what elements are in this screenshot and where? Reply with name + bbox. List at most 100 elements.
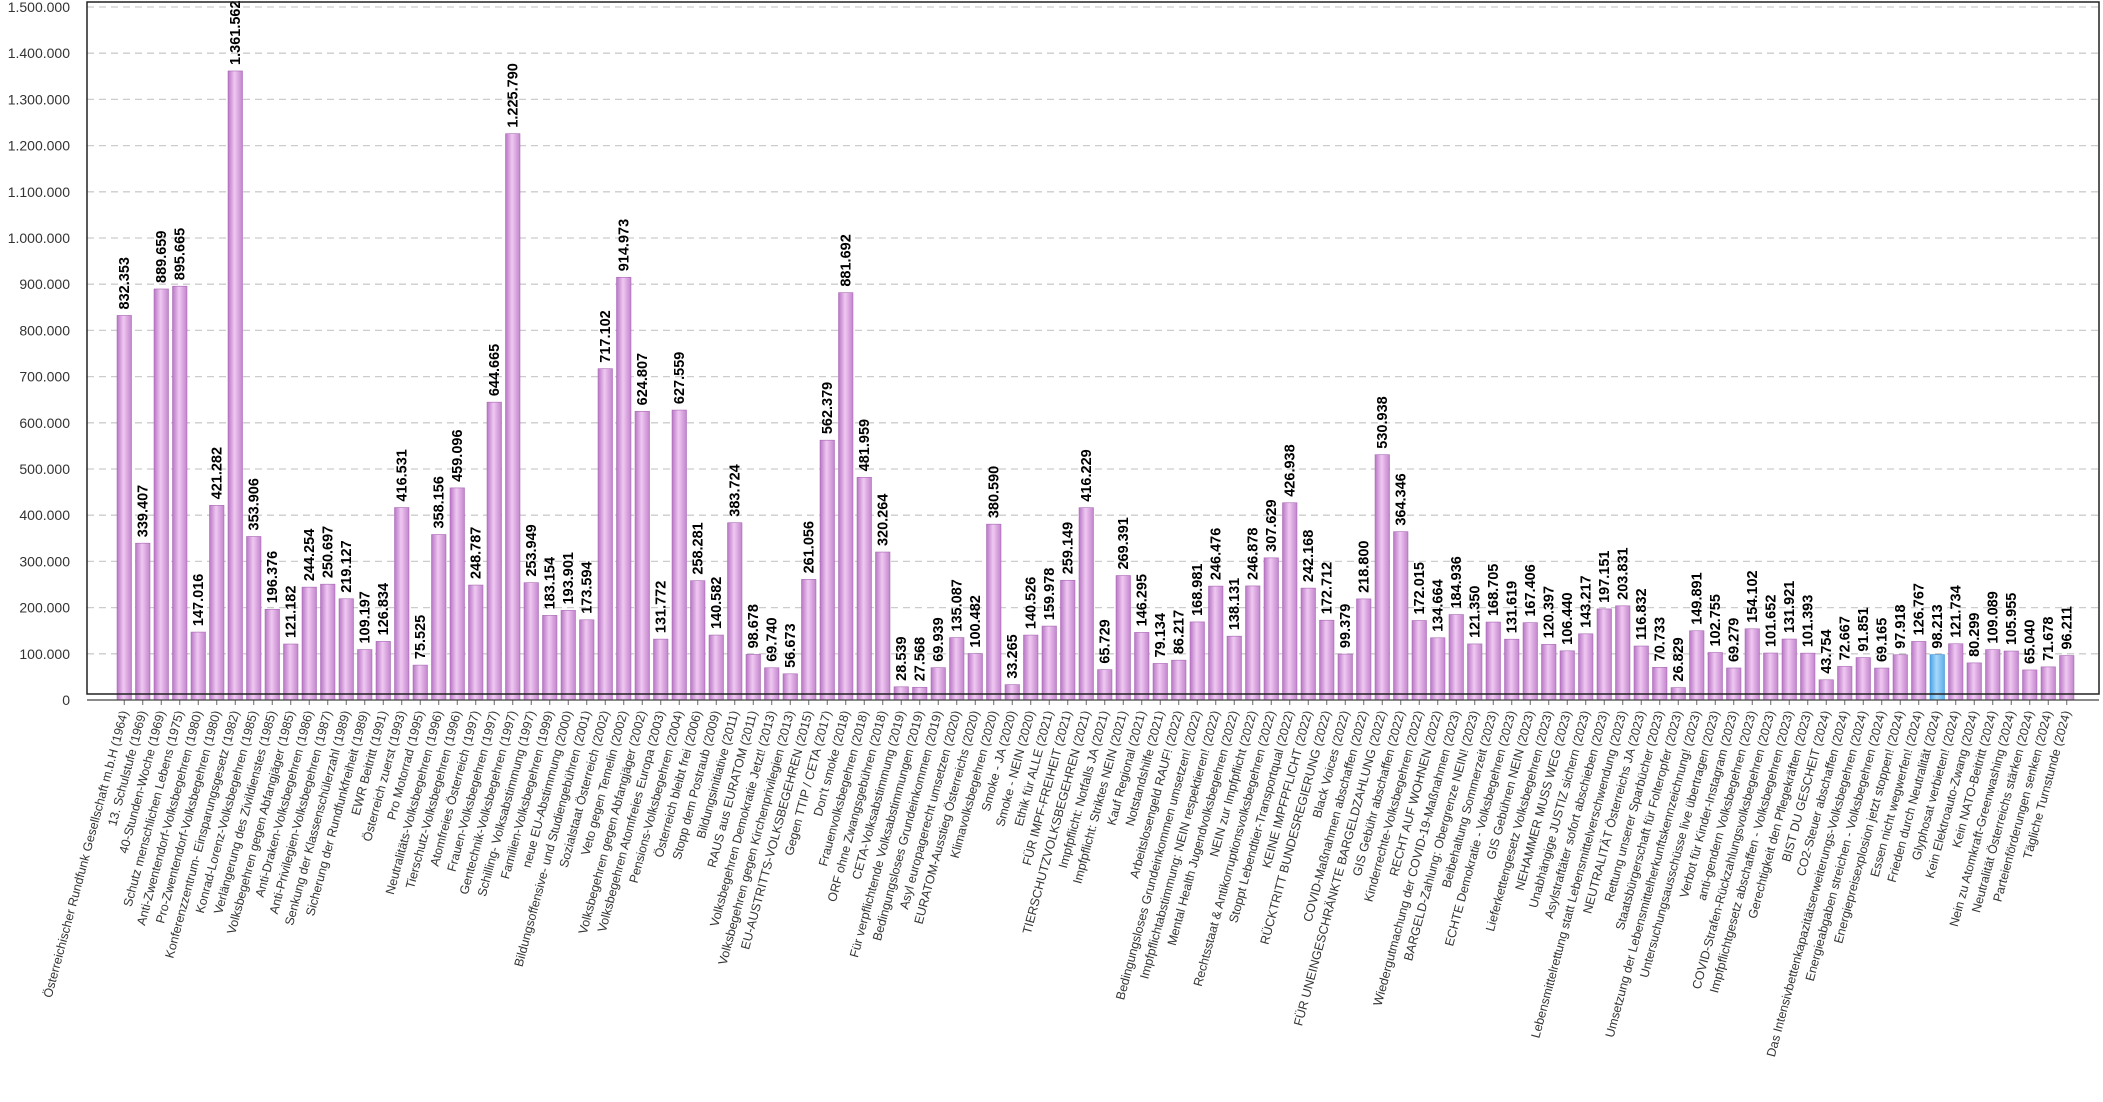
data-label: 624.807 <box>635 353 651 405</box>
data-label: 246.476 <box>1209 528 1225 580</box>
data-label: 121.182 <box>284 586 300 638</box>
bar <box>301 586 317 701</box>
bar <box>708 634 724 701</box>
bar <box>1134 632 1150 701</box>
bar <box>1226 635 1242 701</box>
data-label: 246.878 <box>1246 528 1262 580</box>
y-tick-label: 200.000 <box>19 600 70 616</box>
data-label: 717.102 <box>598 310 614 362</box>
bar <box>1818 679 1834 701</box>
y-tick-label: 1.300.000 <box>8 91 70 107</box>
bar <box>1448 614 1464 701</box>
data-label: 154.102 <box>1745 570 1761 622</box>
bar <box>1892 654 1908 701</box>
bar <box>1522 622 1538 701</box>
bar <box>1652 667 1668 701</box>
bar <box>1282 502 1298 701</box>
data-label: 70.733 <box>1653 617 1669 661</box>
bar <box>1263 557 1279 701</box>
data-label: 97.918 <box>1893 604 1909 648</box>
bar <box>949 637 965 701</box>
bar <box>782 673 798 701</box>
data-label: 253.949 <box>524 524 540 576</box>
data-label: 140.526 <box>1024 577 1040 629</box>
bar <box>1115 575 1131 701</box>
bar <box>1800 652 1816 701</box>
bar <box>2003 650 2019 701</box>
data-label: 914.973 <box>617 219 633 271</box>
bar <box>671 409 687 701</box>
bar <box>1078 507 1094 701</box>
data-label: 426.938 <box>1283 444 1299 496</box>
bar <box>597 368 613 701</box>
data-label: 140.582 <box>709 577 725 629</box>
bar <box>1374 454 1390 701</box>
bar <box>542 615 558 701</box>
bar <box>967 653 983 701</box>
bar <box>616 276 632 701</box>
data-label: 203.831 <box>1616 547 1632 599</box>
bar <box>764 667 780 701</box>
data-label: 106.440 <box>1560 592 1576 644</box>
data-label: 109.197 <box>358 591 374 643</box>
y-tick-label: 0 <box>62 692 70 708</box>
data-label: 116.832 <box>1634 588 1650 640</box>
data-label: 259.149 <box>1061 522 1077 574</box>
data-label: 109.089 <box>1986 591 2002 643</box>
bar <box>209 505 225 701</box>
data-label: 320.264 <box>876 494 892 546</box>
data-label: 28.539 <box>894 636 910 680</box>
bar <box>1189 621 1205 701</box>
data-label: 80.299 <box>1967 613 1983 657</box>
bar <box>1430 637 1446 701</box>
data-label: 69.279 <box>1727 618 1743 662</box>
bar <box>1911 641 1927 701</box>
y-axis: 0 100.000 200.000 300.000 400.000 500.000 600.… <box>8 0 71 708</box>
data-label: 33.265 <box>1005 634 1021 678</box>
y-tick-label: 1.500.000 <box>8 0 70 15</box>
bar <box>1245 585 1261 701</box>
bar <box>1837 666 1853 701</box>
bar <box>394 507 410 701</box>
data-label: 105.955 <box>2004 593 2020 645</box>
y-tick-label: 100.000 <box>19 646 70 662</box>
bar <box>1208 585 1224 701</box>
data-label: 126.834 <box>376 583 392 635</box>
y-tick-label: 500.000 <box>19 461 70 477</box>
bar <box>116 315 132 701</box>
bars <box>116 70 2075 701</box>
data-label: 173.594 <box>580 561 596 613</box>
bar <box>1744 628 1760 701</box>
bar <box>1023 634 1039 701</box>
bar <box>320 583 336 701</box>
data-label: 261.056 <box>802 521 818 573</box>
data-label: 65.040 <box>2023 620 2039 664</box>
y-tick-label: 1.000.000 <box>8 230 70 246</box>
data-label: 258.281 <box>691 522 707 574</box>
y-tick-label: 300.000 <box>19 553 70 569</box>
data-label: 881.692 <box>839 234 855 286</box>
bar <box>1393 531 1409 701</box>
bar <box>1763 652 1779 701</box>
data-label: 193.901 <box>561 552 577 604</box>
bar <box>1874 667 1890 701</box>
bar <box>1504 638 1520 701</box>
data-label: 380.590 <box>987 466 1003 518</box>
data-label: 459.096 <box>450 429 466 481</box>
bar <box>1485 621 1501 701</box>
x-tick-label: Österreichischer Rundfunk Gesellschaft m… <box>41 709 131 999</box>
bar <box>2022 669 2038 701</box>
data-label: 121.734 <box>1949 585 1965 637</box>
data-label: 96.211 <box>2060 606 2076 650</box>
bar <box>1615 605 1631 701</box>
data-label: 562.379 <box>820 382 836 434</box>
data-label: 56.673 <box>783 623 799 667</box>
data-label: 627.559 <box>672 352 688 404</box>
data-label: 219.127 <box>339 540 355 592</box>
data-label: 69.939 <box>931 617 947 661</box>
bar <box>1541 644 1557 701</box>
bar <box>1948 643 1964 701</box>
data-label: 147.016 <box>191 574 207 626</box>
bar <box>856 477 872 701</box>
bar <box>1578 633 1594 701</box>
